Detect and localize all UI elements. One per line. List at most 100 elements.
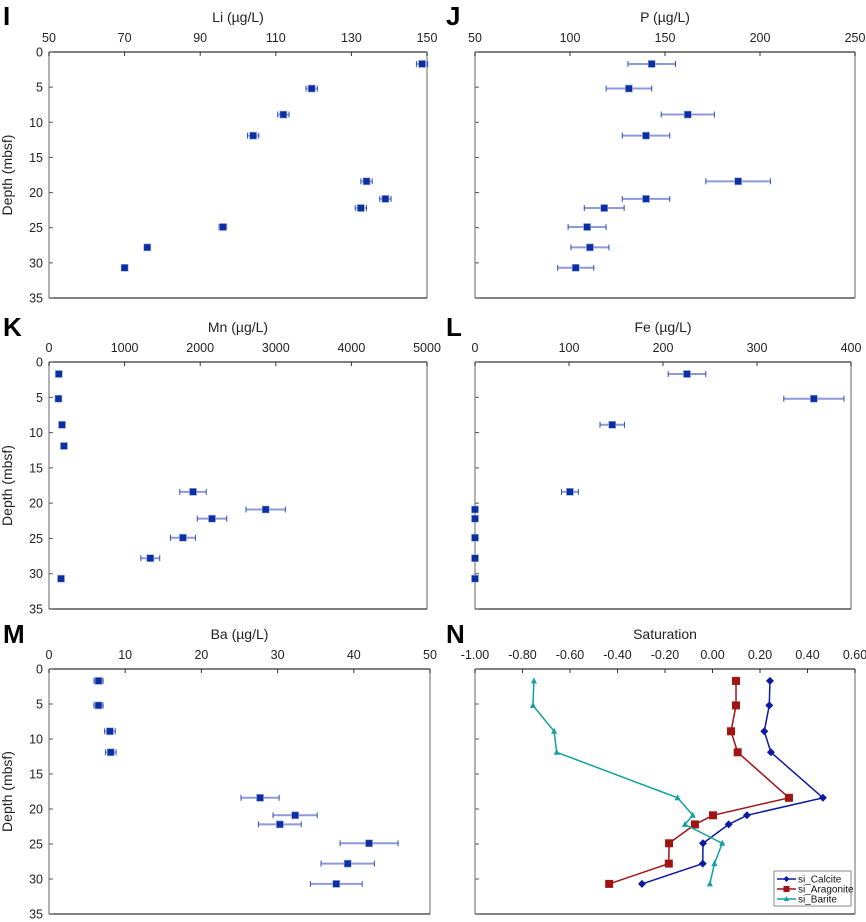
panel-k-ytick-label: 15 (29, 461, 43, 475)
panel-l-xtick-label: 0 (472, 341, 479, 355)
panel-n-marker-square (732, 676, 741, 685)
panel-n-marker-diamond (637, 879, 646, 888)
panel-k-xtick-label: 5000 (413, 341, 441, 355)
panel-l-xtick-label: 100 (559, 341, 580, 355)
panel-j-data-point (647, 60, 656, 68)
panel-m-xtick-label: 0 (46, 648, 53, 662)
panel-n-series-line-si-barite (532, 680, 724, 885)
panel-k-letter: K (3, 312, 22, 342)
panel-l-data-point (608, 421, 617, 429)
panel-k-data-point (189, 488, 197, 496)
panel-n-marker-diamond (818, 793, 827, 802)
panel-j-xtick-label: 50 (468, 31, 482, 45)
panel-l-data-point (683, 370, 691, 378)
panel-m-data-point (291, 811, 299, 820)
panel-k-ylabel: Depth (mbsf) (0, 445, 15, 526)
panel-m-title: Ba (µg/L) (211, 626, 269, 642)
panel-n-series-line-si-aragonite (608, 680, 791, 885)
panel-n-marker-triangle (529, 701, 536, 708)
legend-label: si_Barite (798, 895, 837, 906)
panel-k-xtick-label: 4000 (337, 341, 365, 355)
panel-m-data-point (94, 677, 103, 685)
panel-n-marker-square (727, 727, 736, 736)
panel-k-ytick-label: 20 (29, 497, 43, 511)
panel-n-marker-square (732, 701, 741, 710)
panel-n-marker-diamond (742, 811, 751, 820)
panel-k-data-point (179, 533, 187, 542)
panel-i-data-point (219, 223, 227, 231)
panel-m-xtick-label: 50 (423, 648, 437, 662)
panel-n-xtick-label: 0.20 (748, 648, 772, 662)
panel-l-data-point (471, 505, 479, 514)
panel-m-data-point (106, 727, 114, 736)
panel-m-ylabel: Depth (mbsf) (0, 751, 15, 832)
panel-i-data-point (120, 263, 129, 272)
panel-i-data-point (418, 60, 426, 68)
panel-n-marker-triangle (681, 820, 688, 827)
panel-i-xtick-label: 90 (193, 31, 207, 45)
legend-label: si_Aragonite (798, 885, 854, 896)
panel-i-data-point (279, 110, 288, 119)
panel-l-xtick-label: 300 (747, 341, 768, 355)
panel-l-xtick-label: 200 (653, 341, 674, 355)
panel-m-xtick-label: 40 (347, 648, 361, 662)
panel-j-data-point (642, 131, 650, 140)
panel-l-data-point (566, 488, 574, 496)
panel-i-xtick-label: 70 (118, 31, 132, 45)
panel-n-marker-triangle (551, 727, 558, 734)
panel-k-ytick-label: 25 (29, 532, 43, 546)
panel-m-data-point (332, 880, 341, 888)
panel-i-xtick-label: 50 (42, 31, 56, 45)
panel-k-ytick-label: 5 (36, 391, 43, 405)
panel-n-marker-diamond (760, 727, 769, 736)
panel-n-marker-triangle (711, 860, 718, 867)
panel-k-data-point (60, 442, 68, 450)
panel-m-letter: M (3, 619, 25, 649)
panel-l-data-point (471, 514, 479, 523)
panel-i-xtick-label: 110 (266, 31, 286, 45)
panel-n-marker-triangle (706, 880, 713, 887)
panel-n-marker-diamond (724, 820, 733, 829)
panel-k-data-point (57, 574, 65, 583)
panel-n-marker-square (784, 793, 793, 802)
panel-m-xtick-label: 10 (118, 648, 132, 662)
panel-l-letter: L (446, 312, 462, 342)
panel-l-data-point (471, 574, 479, 583)
panel-i-ytick-label: 20 (29, 186, 43, 200)
panel-m-ytick-label: 20 (29, 803, 43, 817)
panel-k-ytick-label: 35 (29, 603, 43, 617)
panel-n-xtick-label: -0.60 (556, 648, 585, 662)
panel-i-data-point (362, 177, 371, 186)
panel-k-data-point (54, 394, 63, 403)
panel-i-xtick-label: 150 (417, 31, 438, 45)
panel-i-xtick-label: 130 (341, 31, 362, 45)
panel-k-ytick-label: 0 (36, 356, 43, 370)
panel-m-data-point (343, 859, 352, 868)
panel-i-data-point (307, 84, 316, 93)
panel-i-title: Li (µg/L) (212, 9, 264, 25)
panel-j-data-point (571, 263, 580, 272)
panel-n-xtick-label: -1.00 (461, 648, 490, 662)
panel-n-xtick-label: -0.80 (508, 648, 537, 662)
panel-n-title: Saturation (633, 626, 697, 642)
panel-m-ytick-label: 25 (29, 838, 43, 852)
panel-n-xtick-label: 0.40 (795, 648, 819, 662)
panel-j-data-point (586, 243, 594, 252)
panel-i-ytick-label: 15 (29, 151, 43, 165)
panel-n-marker-diamond (699, 839, 707, 848)
panel-m-data-point (276, 820, 284, 829)
panel-j-data-point (625, 84, 633, 93)
panel-k-data-point (208, 514, 216, 523)
legend-marker-square (783, 886, 790, 892)
panel-j-data-point (734, 177, 742, 186)
panel-i-ytick-label: 25 (29, 221, 43, 235)
panel-k-xtick-label: 0 (46, 341, 53, 355)
panel-i-ytick-label: 30 (29, 256, 43, 270)
panel-k-data-point (261, 505, 270, 514)
panel-l-data-point (471, 533, 479, 542)
panel-n-marker-triangle (530, 677, 537, 684)
panel-n-marker-square (664, 859, 673, 868)
panel-n-series-line-si-calcite (641, 680, 825, 885)
panel-n-xtick-label: -0.40 (603, 648, 632, 662)
panel-i-data-point (357, 204, 365, 212)
